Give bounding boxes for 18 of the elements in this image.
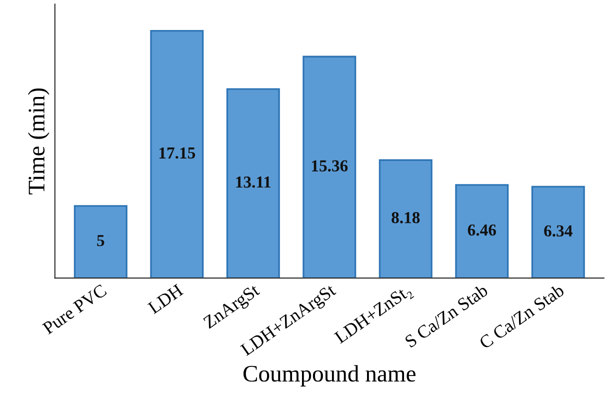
x-tick-label: LDH <box>147 284 184 314</box>
data-label: 5 <box>97 235 104 246</box>
bar <box>302 56 356 278</box>
bar <box>226 88 280 278</box>
bar <box>150 30 204 278</box>
y-axis-title: Time (min) <box>28 88 50 194</box>
bar <box>74 205 128 278</box>
data-label: 8.18 <box>392 212 420 224</box>
data-label: 13.11 <box>236 176 271 188</box>
data-label: 6.34 <box>544 225 572 237</box>
data-label: 17.15 <box>159 147 196 159</box>
x-axis-title: Coumpound name <box>243 365 416 386</box>
bar <box>531 186 585 278</box>
bar <box>455 184 509 278</box>
x-tick-label: Pure PVC <box>42 284 108 335</box>
bar <box>378 159 432 278</box>
data-label: 15.36 <box>312 160 348 172</box>
data-label: 6.46 <box>468 224 496 236</box>
